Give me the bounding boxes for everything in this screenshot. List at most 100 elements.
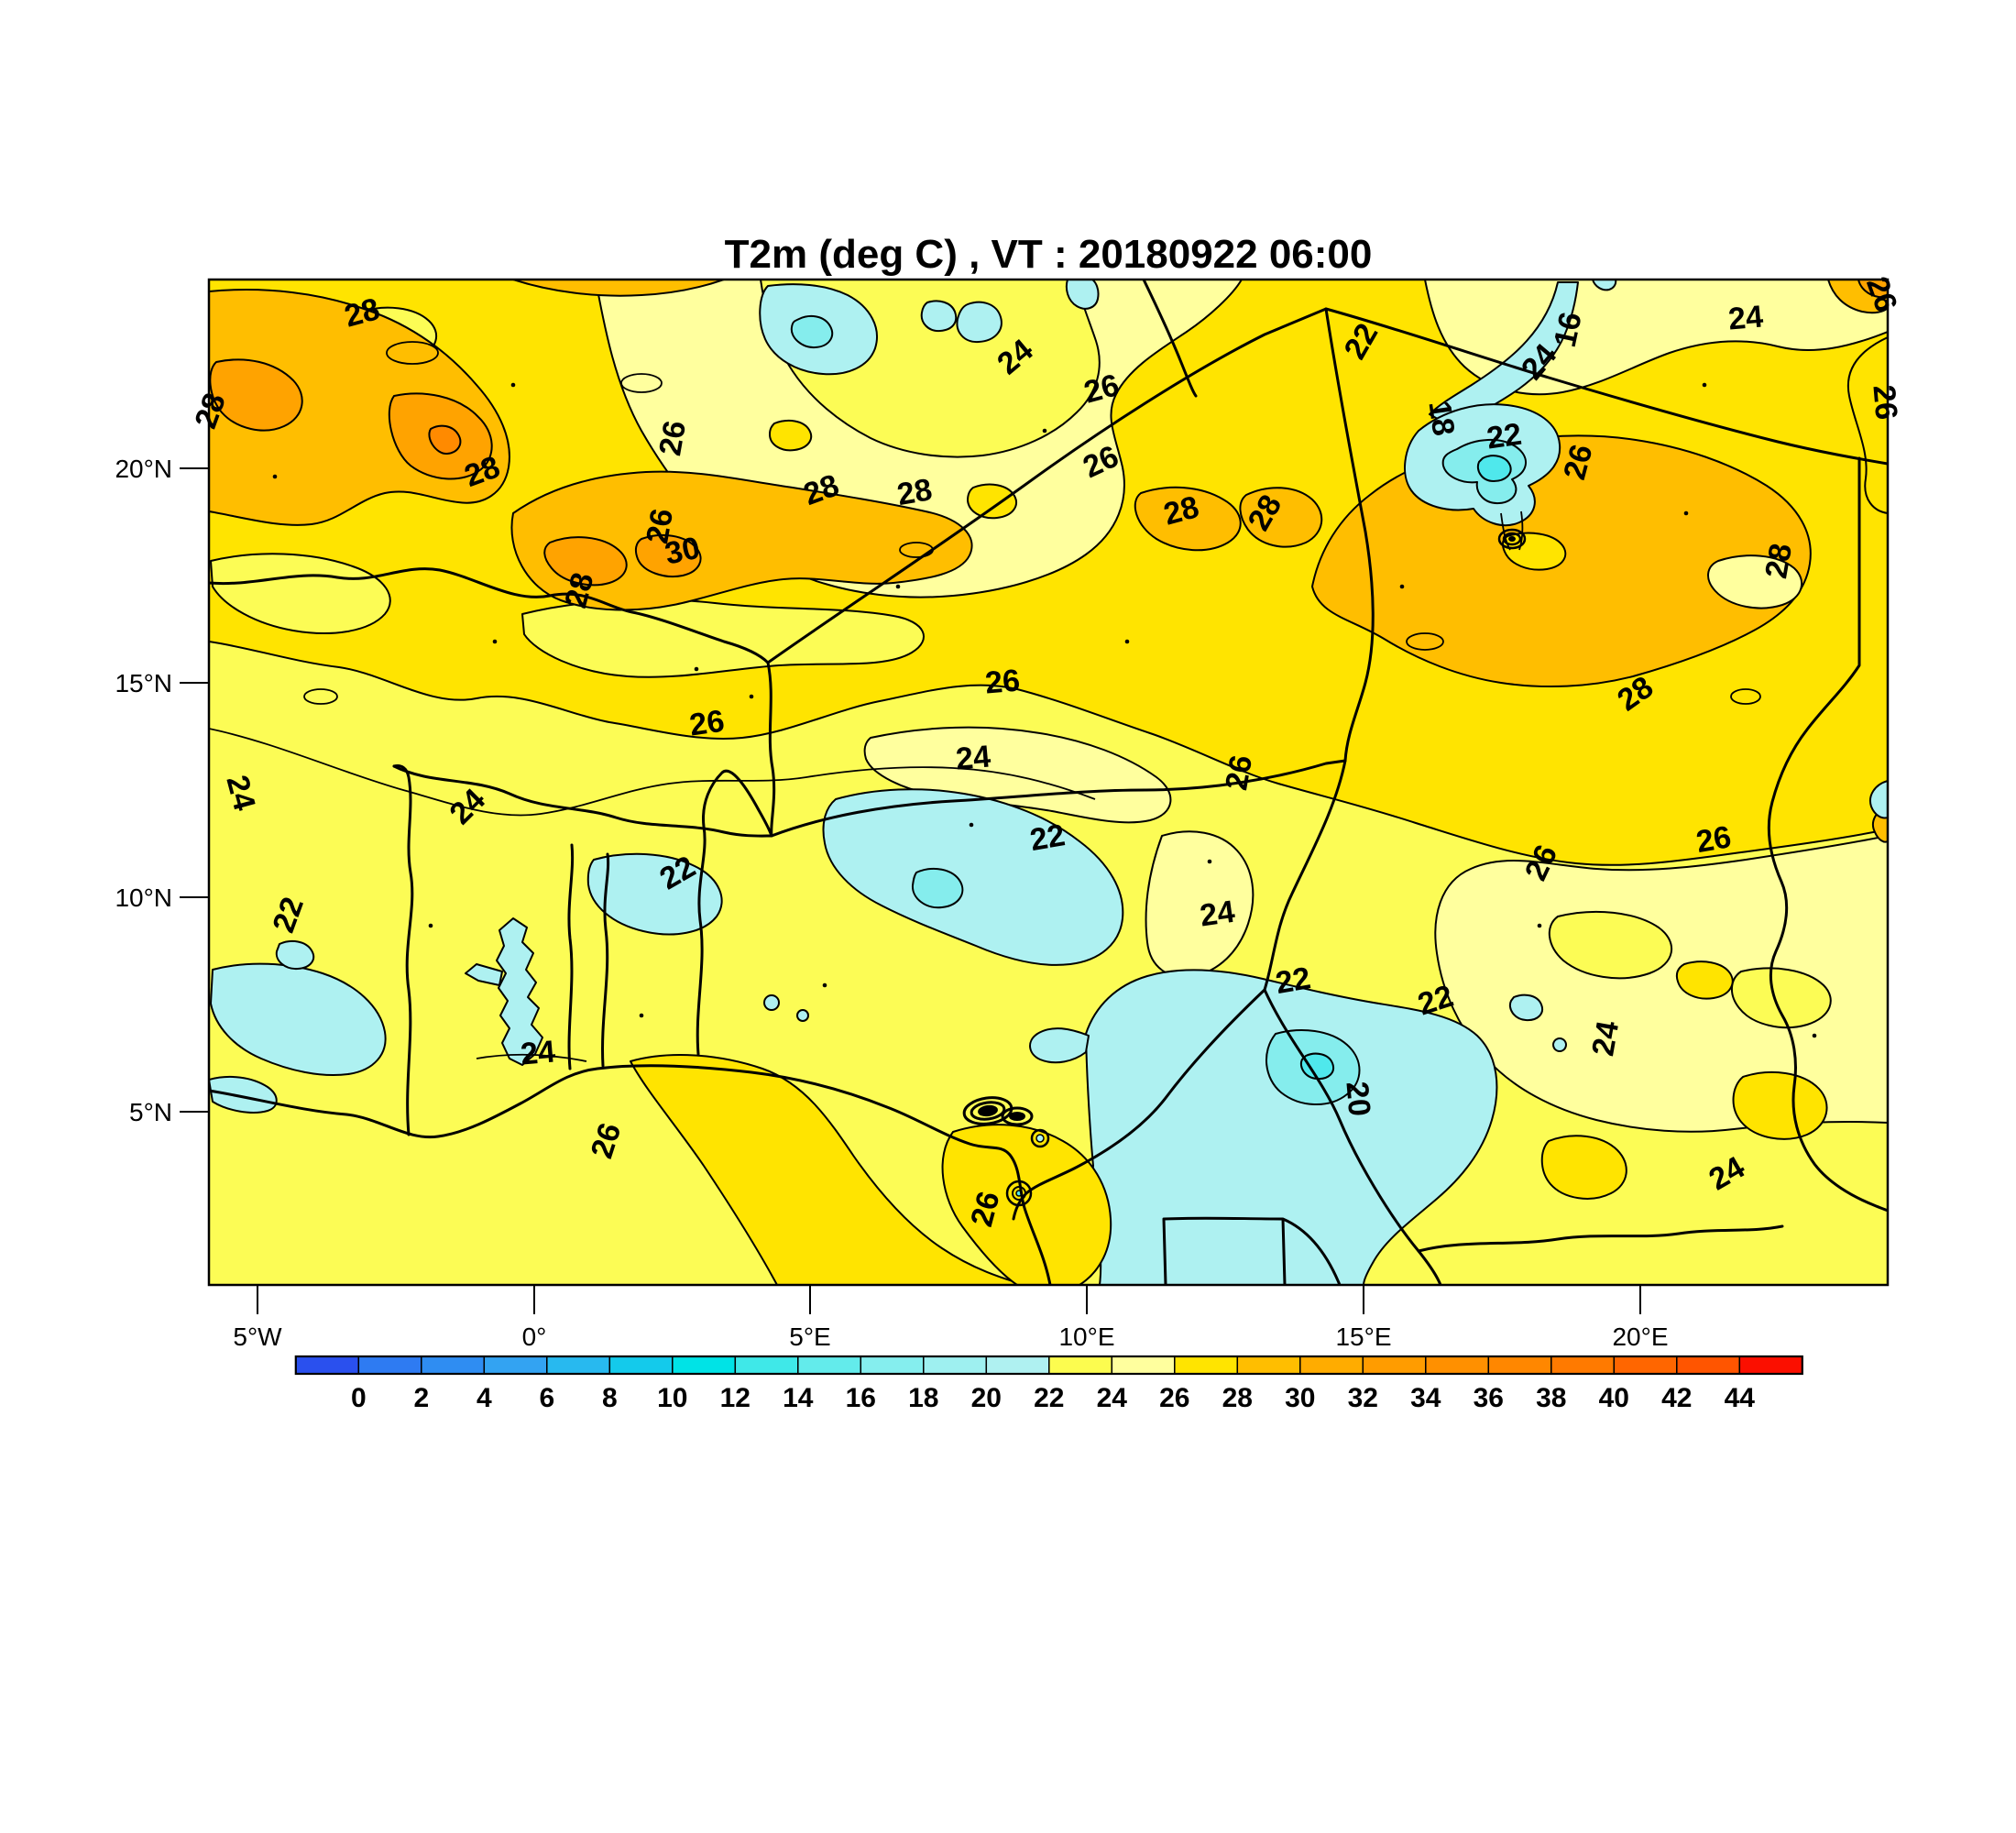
fill-cyan-top-3 xyxy=(956,301,1003,344)
contour-label: 26 xyxy=(1866,384,1903,422)
lon-tick-label: 15°E xyxy=(1335,1323,1391,1351)
colorbar-tick-label: 12 xyxy=(720,1383,751,1413)
contour-label: 24 xyxy=(1727,299,1765,336)
contour-loop-1 xyxy=(386,341,439,365)
colorbar-tick-label: 38 xyxy=(1536,1383,1566,1413)
colorbar-outline xyxy=(294,1355,1803,1376)
fill-cyan-top-2 xyxy=(920,300,958,333)
colorbar-cell xyxy=(1613,1356,1678,1375)
contour-label: 28 xyxy=(894,472,935,512)
fill-pale-mid-right xyxy=(1434,835,1888,1133)
colorbar-tick-label: 34 xyxy=(1410,1383,1441,1413)
lon-tick-label: 5°W xyxy=(233,1323,282,1351)
contour-label: 26 xyxy=(984,663,1022,700)
contour-label: 24 xyxy=(955,739,992,776)
colorbar-cell xyxy=(1550,1356,1616,1375)
border-mali-west xyxy=(209,567,770,664)
fill-bright-hole-r13a xyxy=(1549,910,1673,980)
lat-tick-label: 5°N xyxy=(129,1098,172,1126)
colorbar-tick-label: 26 xyxy=(1159,1383,1189,1413)
fill-bright-hole-r13b xyxy=(1731,967,1832,1029)
border-car-south xyxy=(1417,1224,1784,1253)
colorbar-cell xyxy=(1299,1356,1364,1375)
coastline-gulf-of-guinea xyxy=(209,1064,1052,1285)
fill-gold-pocket-2 xyxy=(769,419,813,452)
colorbar-cell xyxy=(1487,1356,1552,1375)
border-chad-libya xyxy=(1324,307,1888,466)
colorbar-cell xyxy=(1738,1356,1803,1375)
contour-label: 26 xyxy=(687,704,727,743)
contour-line-24-south xyxy=(209,728,1096,817)
fill-pale-center-east xyxy=(1145,830,1255,978)
colorbar-tick-label: 24 xyxy=(1097,1383,1128,1413)
fill-cyan-tibesti-top xyxy=(1592,280,1617,291)
contour-label: 24 xyxy=(1198,895,1237,934)
border-benin-nigeria xyxy=(696,769,773,1056)
colorbar-cell xyxy=(1676,1356,1741,1375)
map-dots xyxy=(272,382,1817,1038)
colorbar-tick-label: 36 xyxy=(1474,1383,1504,1413)
border-nigeria-cameroon xyxy=(1012,988,1266,1221)
colorbar-cell xyxy=(985,1356,1050,1375)
contour-label: 22 xyxy=(1027,818,1068,858)
contour-label: 20 xyxy=(1339,1081,1376,1118)
border-chad-sudan xyxy=(1767,456,1888,1213)
fill-gold-br-3 xyxy=(1675,960,1734,1000)
fill-gold-br-2 xyxy=(1732,1070,1828,1140)
fill-amber-top-strip xyxy=(512,280,725,297)
border-civ-ghana xyxy=(392,764,414,1136)
colorbar-tick-label: 30 xyxy=(1285,1383,1315,1413)
border-niger-burkina xyxy=(766,661,776,838)
colorbar-tick-label: 4 xyxy=(477,1383,492,1413)
contour-label: 30 xyxy=(662,531,703,572)
fill-gold-coastal-band xyxy=(630,1054,1025,1285)
colorbar-cell xyxy=(1425,1356,1490,1375)
colorbar-cell xyxy=(295,1356,360,1375)
contour-label: 24 xyxy=(520,1034,557,1071)
colorbar-tick-label: 14 xyxy=(783,1383,814,1413)
colorbar-cell xyxy=(357,1356,422,1375)
colorbar-cell xyxy=(1111,1356,1176,1375)
contour-label: 26 xyxy=(1693,819,1734,860)
colorbar-tick-label: 42 xyxy=(1661,1383,1692,1413)
fill-amber-bump-1 xyxy=(1134,486,1242,552)
lon-tick-label: 0° xyxy=(522,1323,547,1351)
fill-cyan-right-nick xyxy=(1869,780,1888,819)
fill-orange-nw-1 xyxy=(209,358,303,432)
colorbar-tick-label: 22 xyxy=(1034,1383,1064,1413)
colorbar-cell xyxy=(672,1356,737,1375)
colorbar-cell xyxy=(1174,1356,1239,1375)
border-nigeria-north xyxy=(770,759,1347,838)
contour-label: 22 xyxy=(1273,960,1313,1001)
colorbar-cell xyxy=(797,1356,862,1375)
tibesti-knot xyxy=(1497,510,1527,551)
colorbar-tick-label: 18 xyxy=(908,1383,938,1413)
contour-loop-2 xyxy=(620,373,663,393)
fill-amber-central-band xyxy=(510,470,973,611)
longitude-axis: 5°W 0° 5°E 10°E 15°E 20°E xyxy=(233,1285,1669,1351)
contour-label: 26 xyxy=(652,418,693,458)
border-niger-chad xyxy=(1324,307,1375,763)
border-eq-guinea-gabon xyxy=(1162,1216,1342,1285)
contour-label: 16 xyxy=(1548,309,1589,350)
fill-gold-br-1 xyxy=(1540,1135,1627,1200)
colorbar-cell xyxy=(608,1356,674,1375)
border-togo-benin xyxy=(601,852,610,1068)
fill-bright-pocket-center xyxy=(521,598,925,678)
colorbar-cell xyxy=(546,1356,611,1375)
border-cameroon-east xyxy=(1263,988,1442,1285)
colorbar-tick-label: 20 xyxy=(971,1383,1002,1413)
contour-label: 18 xyxy=(1421,399,1461,438)
fill-deep-orange-core xyxy=(428,424,462,455)
fill-cyan-se-aqua xyxy=(1299,1052,1334,1081)
colorbar-tick-label: 8 xyxy=(602,1383,618,1413)
contour-label: 24 xyxy=(1585,1018,1626,1059)
fill-cyan-central-core xyxy=(911,867,964,909)
contour-loop-5 xyxy=(1730,688,1761,705)
fill-cyan-dot-2 xyxy=(763,994,780,1011)
colorbar-cell xyxy=(734,1356,799,1375)
contour-label: 22 xyxy=(1485,417,1524,456)
fill-gold-pocket-1 xyxy=(967,483,1017,520)
